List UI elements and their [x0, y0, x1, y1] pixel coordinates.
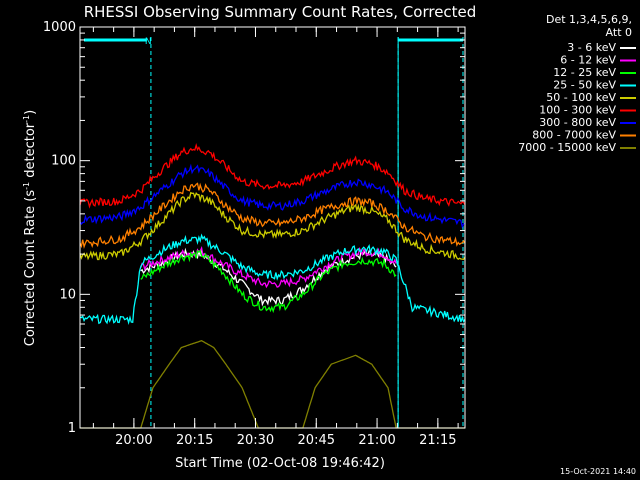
x-tick-label: 20:45 — [298, 433, 335, 448]
plot-area: N — [84, 37, 464, 428]
x-tick-label: 20:30 — [237, 433, 274, 448]
series-line-2 — [140, 246, 397, 289]
plot-frame — [79, 26, 466, 429]
series-layer — [79, 143, 466, 429]
legend-header-line1: Det 1,3,4,5,6,9, — [546, 13, 632, 26]
night-annotation: N — [145, 37, 152, 47]
legend-header-line2: Att 0 — [606, 26, 632, 39]
series-line-4 — [79, 233, 466, 326]
y-axis-label-group: Corrected Count Rate (s-1 detector-1) — [22, 110, 38, 346]
x-tick-label: 20:00 — [115, 433, 152, 448]
legend-label-2: 6 - 12 keV — [560, 54, 616, 67]
y-tick-label: 100 — [51, 154, 76, 169]
series-line-7 — [79, 163, 466, 229]
x-tick-label: 21:15 — [419, 433, 456, 448]
legend-label-9: 7000 - 15000 keV — [518, 141, 616, 154]
series-line-3 — [140, 249, 397, 314]
x-tick-label: 20:15 — [176, 433, 213, 448]
legend-label-7: 300 - 800 keV — [539, 116, 616, 129]
y-axis-label-end: ) — [23, 110, 38, 115]
chart-title: RHESSI Observing Summary Count Rates, Co… — [84, 3, 477, 21]
x-tick-label: 21:00 — [358, 433, 395, 448]
y-tick-label: 1 — [68, 421, 76, 436]
series-line-6 — [79, 143, 466, 209]
legend-label-6: 100 - 300 keV — [539, 104, 616, 117]
y-tick-label: 1000 — [43, 20, 76, 35]
legend-label-5: 50 - 100 keV — [546, 91, 616, 104]
legend-label-8: 800 - 7000 keV — [532, 129, 616, 142]
y-axis-label: Corrected Count Rate (s-1 detector-1) — [22, 110, 38, 346]
y-axis-label-sup1: -1 — [22, 182, 31, 190]
footer-timestamp: 15-Oct-2021 14:40 — [560, 467, 636, 476]
axes-layer: 1 10 100 1000 20:00 20:15 20:30 20:45 21:00 21:15 — [43, 20, 466, 448]
y-axis-label-mid: detector — [23, 122, 38, 182]
series-line-9 — [80, 340, 465, 429]
x-axis-label: Start Time (02-Oct-08 19:46:42) — [175, 456, 385, 471]
y-axis-label-main: Corrected Count Rate (s — [23, 190, 38, 347]
y-axis-label-sup2: -1 — [22, 115, 31, 123]
legend-label-3: 12 - 25 keV — [553, 66, 616, 79]
y-tick-label: 10 — [59, 287, 76, 302]
series-line-5 — [79, 191, 466, 261]
legend-label-4: 25 - 50 keV — [553, 79, 616, 92]
series-line-8 — [79, 182, 466, 249]
legend-label-1: 3 - 6 keV — [567, 41, 616, 54]
